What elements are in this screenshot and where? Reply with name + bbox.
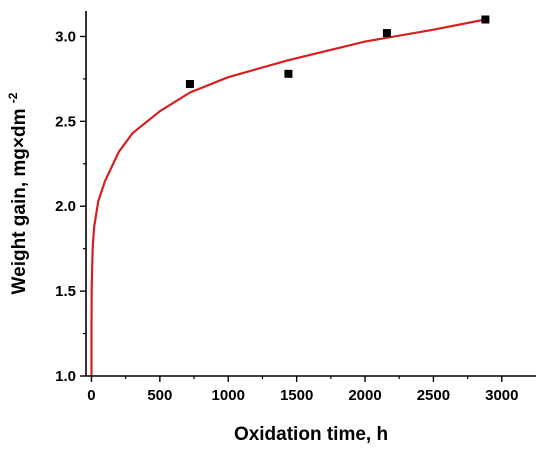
x-tick-label: 3000 <box>485 387 518 404</box>
y-tick-label: 2.0 <box>55 198 76 215</box>
y-tick-label: 1.0 <box>55 368 76 385</box>
x-ticks: 0 500 1000 1500 2000 2500 3000 <box>87 376 518 404</box>
fit-curve <box>90 18 486 376</box>
y-axis-title-superscript: -2 <box>6 92 20 103</box>
y-tick-label: 1.5 <box>55 283 76 300</box>
x-tick-label: 2500 <box>417 387 450 404</box>
y-ticks: 1.0 1.5 2.0 2.5 3.0 <box>55 28 86 385</box>
y-axis-title-main: Weight gain, mg×dm <box>9 108 30 294</box>
x-tick-label: 2000 <box>348 387 381 404</box>
data-point <box>185 80 194 88</box>
y-tick-label: 3.0 <box>55 28 76 45</box>
x-tick-label: 1500 <box>280 387 313 404</box>
x-tick-label: 0 <box>87 387 95 404</box>
data-point <box>284 69 293 78</box>
x-axis-title: Oxidation time, h <box>234 424 388 445</box>
points-layer <box>185 15 490 88</box>
fit-layer <box>90 18 486 376</box>
data-point <box>382 29 391 38</box>
y-tick-label: 2.5 <box>55 113 76 130</box>
x-tick-label: 1000 <box>212 387 245 404</box>
axes <box>85 11 536 377</box>
data-point <box>481 15 490 24</box>
y-axis-title: Weight gain, mg×dm -2 <box>6 92 30 294</box>
x-tick-label: 500 <box>147 387 172 404</box>
